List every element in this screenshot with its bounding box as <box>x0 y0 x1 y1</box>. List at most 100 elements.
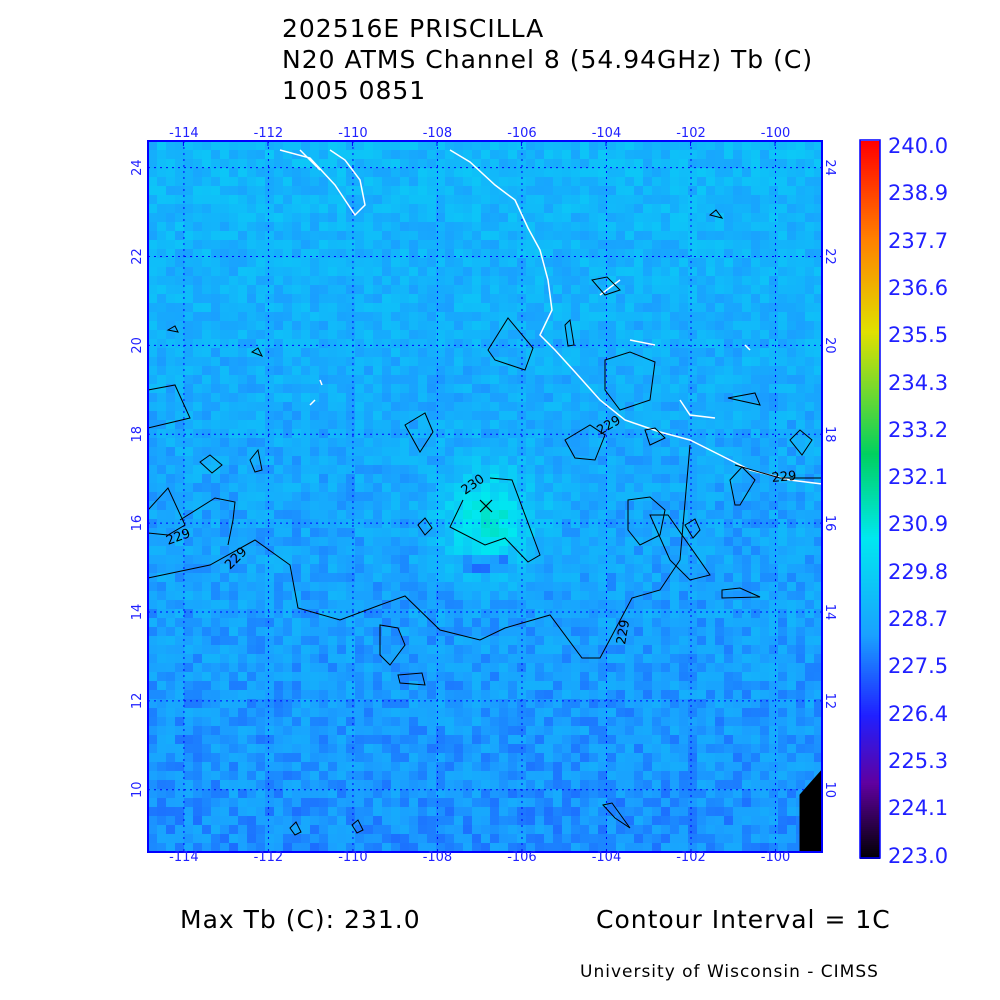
tb-pixel <box>787 618 796 627</box>
tb-pixel <box>328 456 337 465</box>
tb-pixel <box>202 357 211 366</box>
tb-pixel <box>733 339 742 348</box>
tb-pixel <box>148 240 157 249</box>
tb-pixel <box>391 168 400 177</box>
tb-pixel <box>508 699 517 708</box>
tb-pixel <box>706 582 715 591</box>
tb-pixel <box>733 384 742 393</box>
tb-pixel <box>256 663 265 672</box>
tb-pixel <box>490 618 499 627</box>
tb-pixel <box>346 285 355 294</box>
tb-pixel <box>634 195 643 204</box>
tb-pixel <box>256 402 265 411</box>
tb-pixel <box>544 393 553 402</box>
tb-pixel <box>274 726 283 735</box>
tb-pixel <box>301 600 310 609</box>
tb-pixel <box>643 411 652 420</box>
tb-pixel <box>373 141 382 150</box>
tb-pixel <box>220 600 229 609</box>
tb-pixel <box>616 555 625 564</box>
tb-pixel <box>418 384 427 393</box>
tb-pixel <box>409 690 418 699</box>
tb-pixel <box>229 465 238 474</box>
tb-pixel <box>769 663 778 672</box>
tb-pixel <box>652 708 661 717</box>
tb-pixel <box>166 627 175 636</box>
tb-pixel <box>454 564 463 573</box>
tb-pixel <box>517 411 526 420</box>
tb-pixel <box>508 573 517 582</box>
tb-pixel <box>265 204 274 213</box>
tb-pixel <box>553 618 562 627</box>
tb-pixel <box>634 492 643 501</box>
tb-pixel <box>787 708 796 717</box>
tb-pixel <box>760 492 769 501</box>
tb-pixel <box>148 699 157 708</box>
tb-pixel <box>148 186 157 195</box>
tb-pixel <box>247 636 256 645</box>
tb-pixel <box>553 681 562 690</box>
tb-pixel <box>328 735 337 744</box>
tb-pixel <box>319 402 328 411</box>
tb-pixel <box>265 330 274 339</box>
tb-pixel <box>625 141 634 150</box>
tb-pixel <box>247 690 256 699</box>
tb-pixel <box>544 636 553 645</box>
tb-pixel <box>571 240 580 249</box>
tb-pixel <box>526 681 535 690</box>
tb-pixel <box>607 375 616 384</box>
tb-pixel <box>796 573 805 582</box>
tb-pixel <box>238 726 247 735</box>
tb-pixel <box>175 330 184 339</box>
tb-pixel <box>553 708 562 717</box>
tb-pixel <box>562 357 571 366</box>
tb-pixel <box>463 582 472 591</box>
tb-pixel <box>589 645 598 654</box>
tb-pixel <box>148 627 157 636</box>
tb-pixel <box>643 618 652 627</box>
tb-pixel <box>697 204 706 213</box>
tb-pixel <box>589 267 598 276</box>
tb-pixel <box>697 654 706 663</box>
tb-pixel <box>733 168 742 177</box>
tb-pixel <box>175 177 184 186</box>
tb-pixel <box>382 177 391 186</box>
tb-pixel <box>220 699 229 708</box>
tb-pixel <box>652 276 661 285</box>
tb-pixel <box>697 609 706 618</box>
tb-pixel <box>472 348 481 357</box>
tb-pixel <box>751 663 760 672</box>
tb-pixel <box>301 285 310 294</box>
tb-pixel <box>319 636 328 645</box>
tb-pixel <box>535 438 544 447</box>
tb-pixel <box>625 492 634 501</box>
tb-pixel <box>364 366 373 375</box>
tb-pixel <box>247 717 256 726</box>
tb-pixel <box>643 654 652 663</box>
tb-pixel <box>157 492 166 501</box>
tb-pixel <box>562 339 571 348</box>
tb-pixel <box>283 681 292 690</box>
tb-pixel <box>580 447 589 456</box>
tb-pixel <box>472 645 481 654</box>
tb-pixel <box>706 465 715 474</box>
tb-pixel <box>265 483 274 492</box>
tb-pixel <box>427 438 436 447</box>
tb-pixel <box>697 582 706 591</box>
tb-pixel <box>400 483 409 492</box>
tb-pixel <box>454 267 463 276</box>
tb-pixel <box>733 717 742 726</box>
tb-pixel <box>796 222 805 231</box>
tb-pixel <box>679 537 688 546</box>
tb-pixel <box>796 636 805 645</box>
tb-pixel <box>265 321 274 330</box>
tb-pixel <box>715 285 724 294</box>
tb-pixel <box>463 573 472 582</box>
tb-pixel <box>283 222 292 231</box>
tb-pixel <box>427 582 436 591</box>
tb-pixel <box>589 627 598 636</box>
tb-pixel <box>679 501 688 510</box>
tb-pixel <box>562 240 571 249</box>
tb-pixel <box>688 384 697 393</box>
tb-pixel <box>463 663 472 672</box>
